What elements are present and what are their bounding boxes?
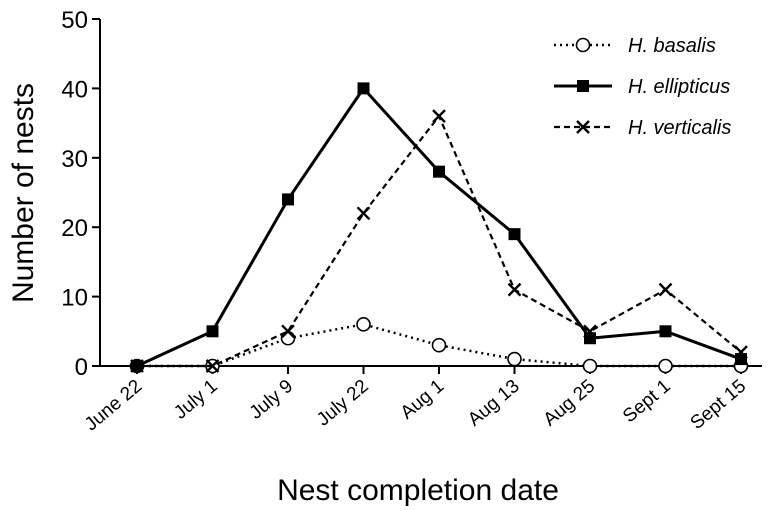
legend-label: H. ellipticus <box>628 76 730 98</box>
data-point <box>507 282 522 297</box>
x-tick-label: Aug 13 <box>464 376 524 431</box>
x-tick-label: July 9 <box>246 376 298 424</box>
data-point <box>658 358 673 374</box>
data-point <box>356 206 371 221</box>
x-tick-label: July 1 <box>170 376 222 424</box>
data-point <box>508 228 521 241</box>
legend-label: H. basalis <box>628 35 716 57</box>
data-point <box>205 359 220 373</box>
data-point <box>582 358 598 374</box>
x-axis-title: Nest completion date <box>277 474 559 507</box>
y-tick-label: 20 <box>61 215 88 242</box>
data-point <box>658 282 673 297</box>
x-tick-label: Aug 1 <box>397 376 449 424</box>
legend: H. basalis H. ellipticus H. verticalis <box>554 35 731 139</box>
series-group <box>129 82 749 374</box>
data-point <box>432 109 446 124</box>
data-point <box>433 165 445 178</box>
data-point <box>206 325 219 338</box>
y-tick-label: 50 <box>61 7 88 34</box>
data-point <box>507 351 522 367</box>
data-point <box>357 82 370 95</box>
data-point <box>281 324 295 339</box>
data-point <box>431 337 447 353</box>
y-tick-label: 0 <box>75 354 88 381</box>
series-line-2 <box>137 115 742 368</box>
axes <box>92 18 762 374</box>
tick-labels: 0 10 20 30 40 50 June 22 July 1 July 9 July 22 Aug… <box>61 7 750 435</box>
x-tick-label: Sept 15 <box>687 376 751 434</box>
legend-marker <box>577 80 589 92</box>
data-point <box>130 359 144 373</box>
data-point <box>583 324 597 339</box>
y-tick-label: 10 <box>61 285 88 312</box>
x-tick-label: Aug 25 <box>540 376 600 431</box>
x-tick-label: July 22 <box>313 376 373 431</box>
y-tick-label: 30 <box>61 146 88 173</box>
x-tick-label: Sept 1 <box>619 376 675 427</box>
data-point <box>356 317 371 332</box>
legend-label: H. verticalis <box>628 117 731 139</box>
series-line-0 <box>137 323 741 368</box>
data-point <box>282 193 294 206</box>
data-point <box>734 345 748 359</box>
data-point <box>659 325 672 338</box>
x-tick-label: June 22 <box>81 376 146 436</box>
legend-marker <box>576 120 590 134</box>
y-tick-label: 40 <box>61 76 88 103</box>
y-axis-title: Number of nests <box>7 83 40 303</box>
legend-marker <box>575 37 591 53</box>
